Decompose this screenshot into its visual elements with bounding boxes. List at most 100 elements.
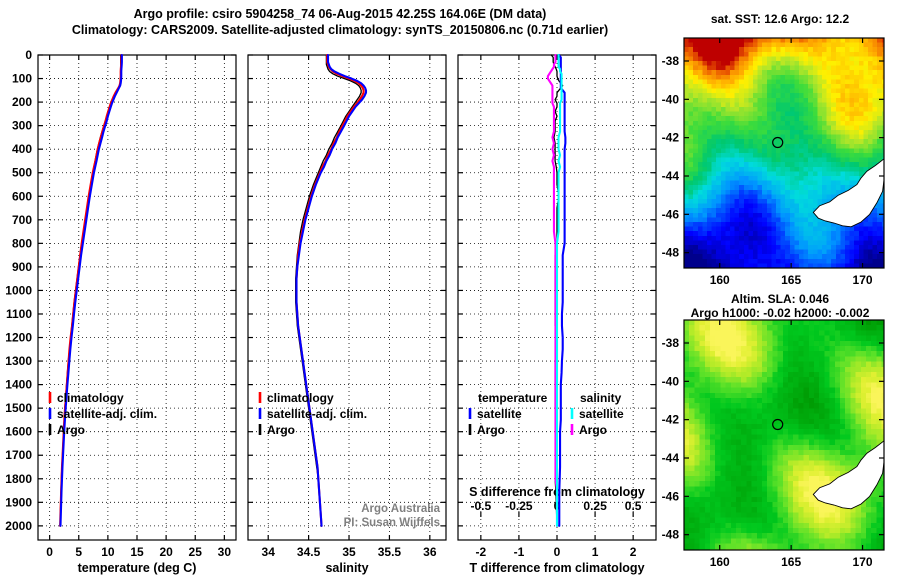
map-pixel <box>872 249 878 255</box>
map-pixel <box>734 189 740 195</box>
map-pixel <box>798 491 805 498</box>
map-pixel <box>814 382 820 389</box>
map-pixel <box>803 231 809 237</box>
map-pixel <box>789 148 795 154</box>
map-pixel <box>762 533 768 539</box>
map-pixel <box>711 235 717 241</box>
map-pixel <box>697 258 703 264</box>
map-pixel <box>829 351 836 357</box>
map-pixel <box>854 258 860 264</box>
map-pixel <box>840 335 846 342</box>
y-tick-label: 700 <box>12 213 32 227</box>
x-tick-label: 10 <box>101 545 115 559</box>
map-pixel <box>854 120 860 126</box>
map-pixel <box>777 392 784 399</box>
map-pixel <box>725 93 731 99</box>
map-pixel <box>868 65 874 71</box>
map-pixel <box>776 249 782 255</box>
map-pixel <box>799 162 805 168</box>
map-pixel <box>725 470 732 477</box>
map-pixel <box>826 107 832 113</box>
map-pixel <box>753 139 759 145</box>
map-pixel <box>814 377 820 383</box>
map-pixel <box>829 346 836 352</box>
map-pixel <box>854 143 860 149</box>
map-pixel <box>725 130 731 136</box>
map-pixel <box>748 102 754 108</box>
map-pixel <box>751 398 758 404</box>
map-pixel <box>684 199 690 205</box>
map-pixel <box>772 325 779 331</box>
map-pixel <box>766 74 772 80</box>
map-pixel <box>817 143 823 149</box>
map-pixel <box>766 235 772 241</box>
map-pixel <box>725 429 732 435</box>
map-pixel <box>798 481 805 487</box>
map-pixel <box>704 325 711 331</box>
map-pixel <box>831 176 837 182</box>
map-pixel <box>748 217 754 223</box>
map-pixel <box>803 538 810 545</box>
map-pixel <box>741 424 747 430</box>
map-pixel <box>785 56 791 62</box>
map-pixel <box>812 199 818 205</box>
map-pixel <box>881 434 884 441</box>
map-pixel <box>730 139 736 145</box>
map-pixel <box>757 263 763 268</box>
map-pixel <box>860 320 867 326</box>
map-pixel <box>694 408 701 415</box>
map-pixel <box>702 74 708 80</box>
map-x-tick-label: 170 <box>853 273 873 287</box>
map-pixel <box>715 408 721 415</box>
map-pixel <box>697 166 703 172</box>
map-pixel <box>829 434 836 441</box>
map-pixel <box>756 403 763 409</box>
map-pixel <box>757 162 763 168</box>
map-pixel <box>715 403 721 409</box>
map-pixel <box>876 439 883 446</box>
map-pixel <box>799 65 805 71</box>
map-pixel <box>748 97 754 103</box>
map-pixel <box>794 176 800 182</box>
map-pixel <box>793 517 799 524</box>
map-pixel <box>707 38 713 44</box>
map-pixel <box>684 486 690 493</box>
map-pixel <box>753 56 759 62</box>
map-pixel <box>684 387 690 394</box>
map-pixel <box>697 97 703 103</box>
landmass <box>813 438 884 509</box>
plot-frame <box>247 54 447 541</box>
map-pixel <box>845 47 851 53</box>
map-pixel <box>756 460 763 467</box>
map-pixel <box>743 208 749 214</box>
map-pixel <box>803 512 810 519</box>
map-pixel <box>808 79 814 85</box>
map-pixel <box>876 325 883 331</box>
map-pixel <box>746 424 753 430</box>
map-pixel <box>817 125 823 131</box>
map-pixel <box>868 245 874 251</box>
map-pixel <box>808 538 815 545</box>
map-pixel <box>762 481 768 487</box>
map-pixel <box>868 254 874 260</box>
map-pixel <box>808 61 814 67</box>
map-pixel <box>688 65 694 71</box>
map-pixel <box>789 56 795 62</box>
map-pixel <box>694 340 701 347</box>
map-pixel <box>881 222 884 228</box>
map-pixel <box>762 38 768 44</box>
map-pixel <box>716 107 722 113</box>
map-pixel <box>751 450 758 456</box>
map-pixel <box>762 249 768 255</box>
map-pixel <box>730 125 736 131</box>
map-pixel <box>688 180 694 186</box>
map-pixel <box>730 325 737 331</box>
map-pixel <box>715 517 721 524</box>
map-pixel <box>725 162 731 168</box>
x-tick-label: -2 <box>476 545 487 559</box>
map-pixel <box>826 42 832 48</box>
map-pixel <box>835 162 841 168</box>
map-pixel <box>785 240 791 246</box>
y-tick-label: 1100 <box>6 307 32 321</box>
map-pixel <box>725 325 732 331</box>
